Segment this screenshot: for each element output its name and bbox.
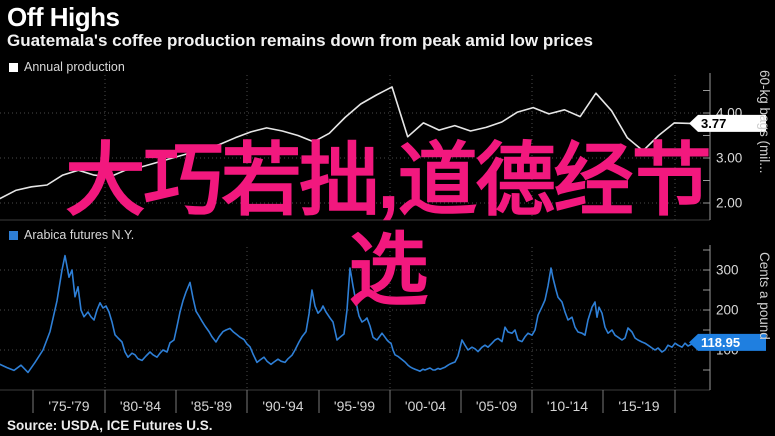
x-axis-label: '05-'09 xyxy=(476,398,517,414)
x-axis-label: '00-'04 xyxy=(405,398,446,414)
legend-swatch-icon xyxy=(9,62,18,72)
svg-text:3.00: 3.00 xyxy=(716,151,742,166)
x-axis-label: '90-'94 xyxy=(262,398,303,414)
x-axis-label: '85-'89 xyxy=(191,398,232,414)
annual-production-chart: 4.003.002.003.77 xyxy=(0,73,766,221)
cjk-overlay-text: 大巧若拙,道德经节 选 xyxy=(0,136,775,316)
arabica-futures-line xyxy=(0,254,707,374)
svg-text:2.00: 2.00 xyxy=(716,196,742,211)
svg-text:3.77: 3.77 xyxy=(701,116,726,131)
svg-text:300: 300 xyxy=(716,263,739,278)
x-axis-label: '80-'84 xyxy=(120,398,161,414)
annual-production-line xyxy=(0,86,691,200)
right-axis-title-bottom: Cents a pound xyxy=(757,252,772,340)
cjk-overlay-line1: 大巧若拙,道德经节 xyxy=(65,136,711,225)
legend-swatch-icon xyxy=(9,230,18,240)
source-attribution: Source: USDA, ICE Futures U.S. xyxy=(7,418,213,433)
page-title: Off Highs xyxy=(7,2,120,32)
x-axis-label: '10-'14 xyxy=(547,398,588,414)
arabica-futures-chart: 300200100118.95'75-'79'80-'84'85-'89'90-… xyxy=(0,245,766,414)
x-axis-label: '15-'19 xyxy=(618,398,659,414)
legend-label: Arabica futures N.Y. xyxy=(24,228,135,242)
legend-arabica-futures: Arabica futures N.Y. xyxy=(9,228,134,242)
x-axis-label: '75-'79 xyxy=(48,398,89,414)
arabica-last-value-badge xyxy=(689,333,766,351)
svg-text:118.95: 118.95 xyxy=(701,335,740,350)
x-axis-label: '95-'99 xyxy=(334,398,375,414)
chart-subtitle: Guatemala's coffee production remains do… xyxy=(7,31,593,50)
legend-label: Annual production xyxy=(24,60,125,74)
right-axis-title-top: 60-kg bags (mil... xyxy=(757,70,772,174)
annual-last-value-badge xyxy=(689,114,766,132)
svg-text:200: 200 xyxy=(716,303,739,318)
legend-annual-production: Annual production xyxy=(9,60,125,74)
cjk-overlay-line2: 选 xyxy=(348,226,429,315)
